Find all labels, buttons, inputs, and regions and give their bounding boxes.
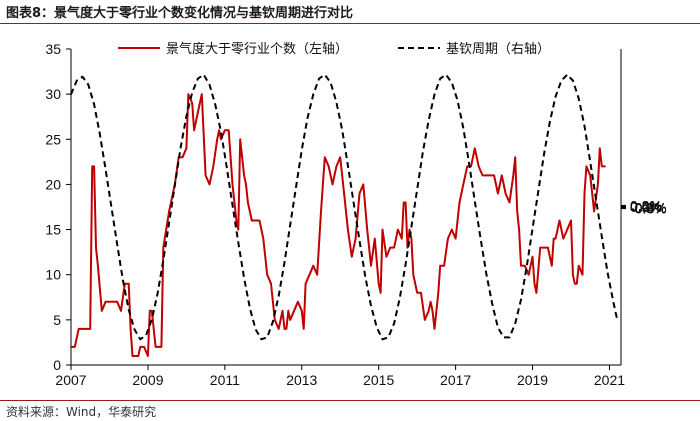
y-left-tick-label: 25 bbox=[45, 131, 61, 147]
y-left-tick-label: 30 bbox=[45, 86, 61, 102]
y-left-tick-label: 5 bbox=[53, 312, 61, 328]
legend-label-red: 景气度大于零行业个数（左轴） bbox=[166, 41, 348, 57]
title-bar: 图表8：景气度大于零行业个数变化情况与基钦周期进行对比 bbox=[0, 0, 700, 22]
x-tick-label: 2015 bbox=[363, 372, 394, 388]
source-note: 资料来源：Wind，华泰研究 bbox=[6, 405, 157, 419]
figure-title: 图表8：景气度大于零行业个数变化情况与基钦周期进行对比 bbox=[6, 6, 354, 21]
y-right-tick-label: -0.4% bbox=[630, 200, 667, 216]
line-chart: 0 5 10 15 20 25 30 35 -0.8%-0.6%-0.4%-0.2%0.0%0.… bbox=[45, 41, 666, 388]
y-right-tick-label: 0.8% bbox=[630, 197, 662, 213]
y-right-tick-label: 0.6% bbox=[630, 198, 662, 214]
series-line-kitchin-cycle bbox=[70, 73, 619, 341]
y-right-tick-label: -0.8% bbox=[630, 201, 667, 217]
y-left-tick-label: 35 bbox=[45, 41, 61, 57]
legend-label-black: 基钦周期（右轴） bbox=[446, 42, 550, 57]
series-layer bbox=[70, 73, 619, 357]
x-tick-label: 2017 bbox=[440, 372, 471, 388]
y-right-tick-label: 0.2% bbox=[630, 199, 662, 215]
y-left-tick-label: 20 bbox=[45, 176, 61, 192]
x-tick-label: 2013 bbox=[286, 372, 317, 388]
x-tick-label: 2019 bbox=[517, 372, 548, 388]
title-rule bbox=[0, 23, 700, 24]
y-left-tick-label: 0 bbox=[53, 357, 61, 373]
y-right-tick-label: -0.2% bbox=[630, 199, 667, 215]
y-left-tick-label: 15 bbox=[45, 222, 61, 238]
x-tick-label: 2021 bbox=[594, 372, 625, 388]
x-tick-label: 2011 bbox=[210, 372, 240, 388]
y-right-tick-label: 0.0% bbox=[630, 199, 662, 215]
source-rule bbox=[0, 400, 700, 401]
x-tick-label: 2009 bbox=[132, 372, 163, 388]
chart-legend: 景气度大于零行业个数（左轴） 基钦周期（右轴） bbox=[118, 41, 550, 57]
y-right-tick-label: -0.6% bbox=[630, 200, 667, 216]
chart-axes: 0 5 10 15 20 25 30 35 -0.8%-0.6%-0.4%-0.2%0.0%0.… bbox=[45, 41, 666, 388]
series-line-industry-count bbox=[71, 93, 606, 357]
y-right-tick-label: 0.4% bbox=[630, 198, 662, 214]
x-tick-label: 2007 bbox=[55, 372, 86, 388]
y-left-tick-label: 10 bbox=[45, 267, 61, 283]
